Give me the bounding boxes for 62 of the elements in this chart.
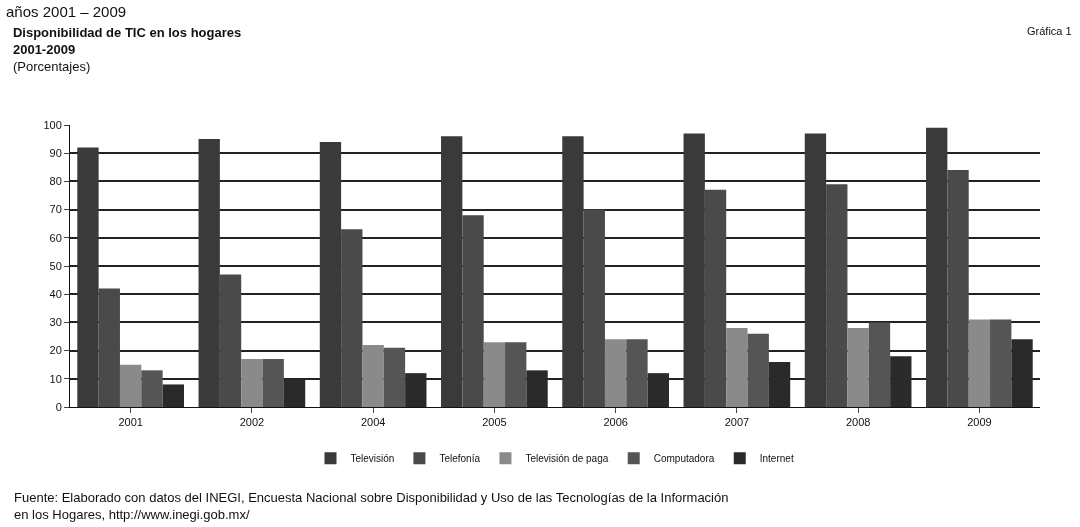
y-tick-label: 90 [49, 147, 62, 160]
bar [626, 339, 648, 407]
legend-label: Computadora [653, 453, 715, 465]
bar [505, 342, 527, 407]
y-tick-label: 50 [49, 259, 62, 272]
bar [141, 370, 163, 407]
x-tick-label: 2008 [845, 416, 871, 429]
y-tick-label: 10 [49, 372, 62, 385]
bar [98, 288, 120, 407]
chart-subtitle: (Porcentajes) [12, 58, 91, 74]
bar [241, 359, 263, 407]
bar [826, 184, 848, 407]
bar [198, 139, 220, 407]
bar [119, 364, 142, 407]
bar [947, 170, 969, 407]
bar [77, 147, 99, 407]
bar [562, 136, 584, 407]
x-tick-label: 2005 [482, 416, 507, 429]
y-tick-label: 30 [49, 316, 62, 329]
x-tick-label: 2006 [603, 416, 628, 429]
bar [604, 339, 627, 407]
bar [383, 347, 406, 407]
legend-label: Televisión de paga [525, 453, 609, 465]
bar [262, 359, 284, 407]
bar [341, 229, 363, 407]
source-note: Fuente: Elaborado con datos del INEGI, Encuesta Nacional sobre Disponibilidad y Uso de las Tecnologías de la Información en los Hogares, http://www.inegi.gob.mx/ [14, 490, 729, 522]
legend-label: Internet [759, 453, 794, 465]
x-tick-label: 2004 [360, 416, 386, 429]
bar [583, 209, 605, 407]
y-tick-label: 70 [49, 203, 62, 216]
x-tick-label: 2002 [239, 416, 265, 429]
bar [804, 133, 827, 407]
y-tick-label: 80 [49, 175, 62, 188]
bar [441, 136, 463, 407]
bar [704, 189, 727, 407]
bar [990, 319, 1012, 407]
bar [868, 322, 891, 407]
text: años 2001 – 2009 [6, 3, 127, 20]
bar [926, 127, 948, 407]
y-tick-label: 0 [55, 400, 62, 413]
bar [162, 384, 184, 407]
bar [968, 319, 991, 407]
legend-label: Televisión [350, 453, 395, 465]
x-tick-label: 2001 [118, 416, 143, 429]
bar [747, 333, 769, 407]
x-tick-label: 2007 [724, 416, 750, 429]
bar [219, 274, 242, 407]
chart-title: Disponibilidad de TIC en los hogares 2001-2009 [12, 24, 242, 57]
text: Gráfica 1 [1027, 25, 1072, 37]
bar [847, 328, 869, 407]
bar [319, 141, 342, 407]
bar [483, 342, 506, 407]
legend-label: Telefonía [439, 453, 481, 465]
bar [462, 215, 484, 407]
bar [683, 133, 705, 407]
y-tick-label: 100 [43, 118, 62, 131]
bar [362, 344, 384, 407]
bar [726, 328, 748, 407]
x-tick-label: 2009 [967, 416, 992, 429]
y-tick-label: 20 [49, 344, 62, 357]
y-tick-label: 60 [49, 231, 62, 244]
y-tick-label: 40 [49, 288, 62, 301]
